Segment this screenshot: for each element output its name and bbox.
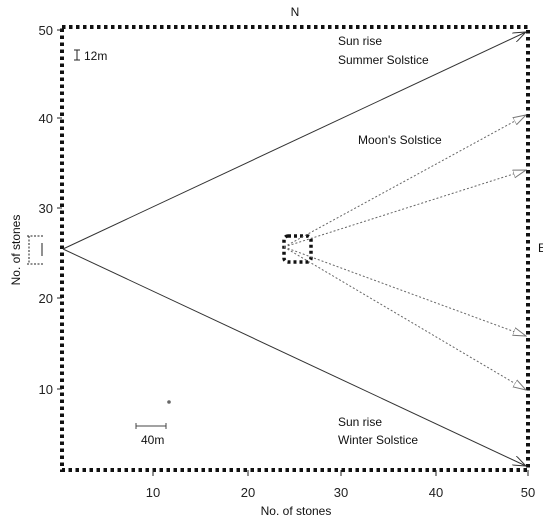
x-axis: 10 20 30 40 50 No. of stones	[146, 470, 535, 518]
moon-line-3	[283, 246, 526, 336]
x-tick-label: 50	[521, 485, 535, 500]
vertical-scale-bar: 12m	[74, 49, 107, 63]
summer-solstice-line	[62, 32, 526, 250]
north-label: N	[291, 5, 300, 19]
east-label: E	[538, 241, 543, 255]
winter-solstice-line	[62, 248, 526, 466]
y-tick-label: 20	[39, 291, 53, 306]
small-marker	[167, 400, 171, 404]
y-tick-label: 10	[39, 382, 53, 397]
x-tick-label: 20	[241, 485, 255, 500]
y-tick-label: 50	[39, 23, 53, 38]
summer-sunrise-label: Sun rise	[338, 34, 382, 48]
y-tick-label: 40	[39, 111, 53, 126]
y-axis: 50 40 30 20 10 No. of stones	[9, 23, 62, 397]
x-tick-label: 10	[146, 485, 160, 500]
winter-sunrise-label: Sun rise	[338, 415, 382, 429]
y-tick-label: 30	[39, 201, 53, 216]
moon-line-4	[283, 246, 526, 390]
site-boundary	[60, 25, 530, 472]
horizontal-scale-bar: 40m	[135, 423, 167, 447]
moon-line-1	[283, 115, 526, 248]
vertical-scale-label: 12m	[84, 49, 107, 63]
horizontal-scale-label: 40m	[141, 433, 164, 447]
x-axis-label: No. of stones	[261, 504, 332, 518]
moon-lines	[283, 115, 526, 390]
x-tick-label: 30	[334, 485, 348, 500]
summer-solstice-label: Summer Solstice	[338, 53, 429, 67]
moon-solstice-label: Moon's Solstice	[358, 133, 442, 147]
winter-solstice-label: Winter Solstice	[338, 433, 418, 447]
x-tick-label: 40	[429, 485, 443, 500]
y-axis-label: No. of stones	[9, 215, 23, 286]
entrance-marker	[27, 235, 43, 265]
